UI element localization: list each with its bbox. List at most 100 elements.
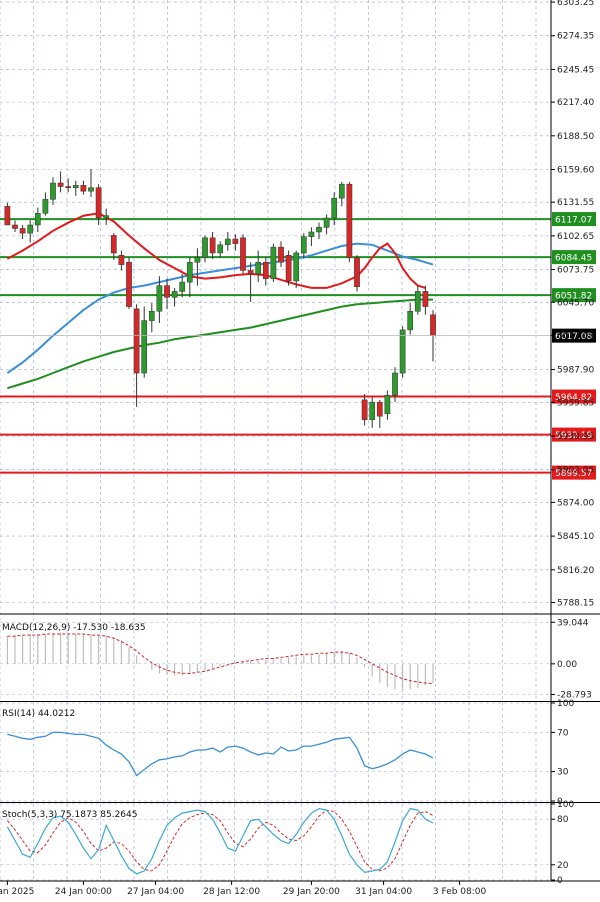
candle-body	[186, 262, 193, 283]
macd-signal-line	[7, 633, 434, 685]
stoch-title: Stoch(5,3,3) 75.1873 85.2645	[2, 810, 137, 820]
level-tag-label: 6084.45	[555, 254, 592, 264]
candle-body	[430, 314, 436, 336]
candle-body	[376, 401, 383, 417]
candle-body	[407, 310, 414, 331]
moving-average-slow	[7, 298, 433, 390]
candle-body	[240, 237, 246, 271]
price-tick-label: 5930.95	[557, 432, 594, 442]
candle-body	[57, 182, 64, 187]
candle-body	[232, 238, 239, 244]
stoch-k-line	[6, 807, 434, 875]
candle-body	[164, 285, 170, 298]
candle-body	[110, 235, 117, 254]
price-tick-label: 6274.35	[557, 32, 594, 42]
grid-lines	[0, 0, 551, 881]
indicator-tick-label: 0.00	[557, 660, 577, 670]
candle-body	[194, 257, 201, 263]
price-panel: 6117.07 6084.45 6051.82 5964.82 5932.19 5899.…	[0, 169, 596, 480]
price-tick-label: 6303.25	[557, 0, 594, 8]
candle-body	[255, 262, 262, 275]
candle-body	[323, 217, 330, 228]
candle-body	[422, 291, 429, 307]
price-tick-label: 5874.00	[557, 498, 594, 508]
candle-body	[50, 182, 56, 200]
candle-body	[42, 199, 49, 214]
candle-body	[103, 215, 110, 219]
price-tick-label: 6188.50	[557, 132, 594, 142]
rsi-line	[7, 731, 434, 777]
price-tick-label: 6045.70	[557, 298, 594, 308]
candle-body	[354, 257, 360, 288]
candle-body	[12, 224, 18, 229]
candle-body	[95, 187, 102, 219]
time-tick-label: 22 Jan 2025	[0, 887, 34, 897]
candle-body	[179, 281, 186, 292]
candle-body	[118, 255, 125, 265]
indicator-tick-label: 80	[557, 815, 569, 825]
time-tick-label: 28 Jan 12:00	[203, 887, 260, 897]
time-tick-label: 29 Jan 20:00	[283, 887, 340, 897]
level-tag	[552, 288, 596, 303]
price-tick-label: 6102.65	[557, 232, 594, 242]
indicator-tick-label: 30	[557, 768, 569, 778]
level-tag	[552, 212, 596, 227]
candle-body	[384, 394, 391, 415]
candle-body	[247, 270, 254, 275]
macd-title: MACD(12,26,9) -17.530 -18.635	[2, 623, 146, 633]
time-tick-label: 3 Feb 08:00	[433, 887, 487, 897]
candle-body	[224, 238, 231, 246]
candle-body	[262, 262, 269, 279]
candle-body	[278, 246, 284, 263]
indicator-tick-label: 0	[557, 797, 563, 807]
candle-body	[308, 231, 315, 237]
price-tick-label: 6159.60	[557, 165, 594, 175]
level-tag	[552, 427, 596, 442]
price-tick-label: 5987.90	[557, 366, 594, 376]
indicator-tick-label: -28.793	[557, 690, 592, 700]
candle-body	[293, 252, 300, 282]
rsi-title: RSI(14) 44.0212	[2, 709, 75, 719]
current-price-tag	[552, 328, 596, 343]
candle-body	[399, 329, 406, 374]
candle-body	[285, 255, 292, 282]
candle-body	[133, 308, 140, 374]
price-tick-label: 6017.08	[557, 332, 594, 342]
candle-body	[72, 185, 79, 188]
stoch-panel: Stoch(5,3,3) 75.1873 85.2645	[2, 807, 434, 875]
candle-body	[141, 320, 148, 374]
price-tick-label: 6073.75	[557, 266, 594, 276]
candle-body	[270, 246, 277, 279]
candle-body	[4, 206, 11, 226]
candle-body	[202, 237, 208, 258]
macd-panel: MACD(12,26,9) -17.530 -18.635	[2, 623, 434, 691]
level-tag-label: 5899.57	[555, 469, 592, 479]
candle-body	[126, 262, 132, 307]
rsi-panel: RSI(14) 44.0212	[2, 709, 434, 777]
candle-body	[338, 183, 345, 199]
candle-body	[361, 399, 368, 420]
candle-body	[369, 401, 376, 420]
level-tag-label: 6117.07	[555, 216, 592, 226]
level-tag	[552, 250, 596, 265]
indicator-tick-label: 20	[557, 861, 569, 871]
candle-body	[65, 186, 72, 188]
candle-body	[300, 236, 307, 254]
price-tick-label: 5959.85	[557, 398, 594, 408]
candle-body	[34, 213, 41, 226]
current-price-label: 6017.08	[555, 332, 592, 342]
indicator-tick-label: 100	[557, 800, 574, 810]
time-tick-label: 31 Jan 04:00	[355, 887, 412, 897]
time-tick-label: 24 Jan 00:00	[55, 887, 112, 897]
level-tag-label: 5964.82	[555, 393, 592, 403]
level-tag	[552, 465, 596, 480]
candle-body	[171, 291, 178, 298]
price-tick-label: 5788.15	[557, 598, 594, 608]
price-tick-label: 6131.55	[557, 198, 594, 208]
price-tick-label: 5816.20	[557, 566, 594, 576]
time-tick-label: 27 Jan 04:00	[127, 887, 184, 897]
moving-average-mid	[6, 242, 434, 374]
